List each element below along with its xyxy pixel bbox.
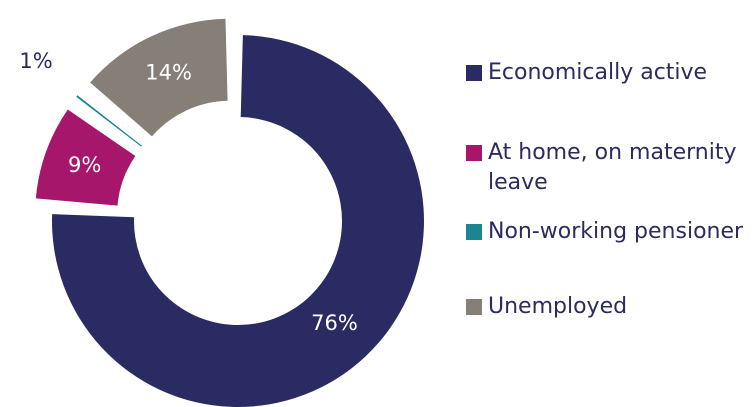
legend-item-unemployed: Unemployed <box>466 292 754 322</box>
slice-economically-active <box>52 35 424 407</box>
legend-swatch <box>466 65 482 81</box>
data-label-14: 14% <box>145 61 192 85</box>
slice-non-working-pensioner <box>76 95 142 147</box>
legend-swatch <box>466 145 482 161</box>
legend-swatch <box>466 299 482 315</box>
data-label-9: 9% <box>68 153 101 177</box>
slice-at-home-on-maternity-leave <box>35 109 136 206</box>
slice-unemployed <box>90 18 228 137</box>
legend-label: Economically active <box>488 60 708 85</box>
legend-label: Non-working pensioner <box>488 219 744 244</box>
data-label-1: 1% <box>19 49 52 73</box>
legend-label: At home, on maternity leave <box>488 140 737 195</box>
legend-item-economically-active: Economically active <box>466 58 754 88</box>
legend-swatch <box>466 224 482 240</box>
legend-item-maternity-leave: At home, on maternity leave <box>466 138 754 198</box>
legend-label: Unemployed <box>488 294 628 319</box>
data-label-76: 76% <box>311 311 358 335</box>
legend-item-non-working-pensioner: Non-working pensioner <box>466 217 754 247</box>
